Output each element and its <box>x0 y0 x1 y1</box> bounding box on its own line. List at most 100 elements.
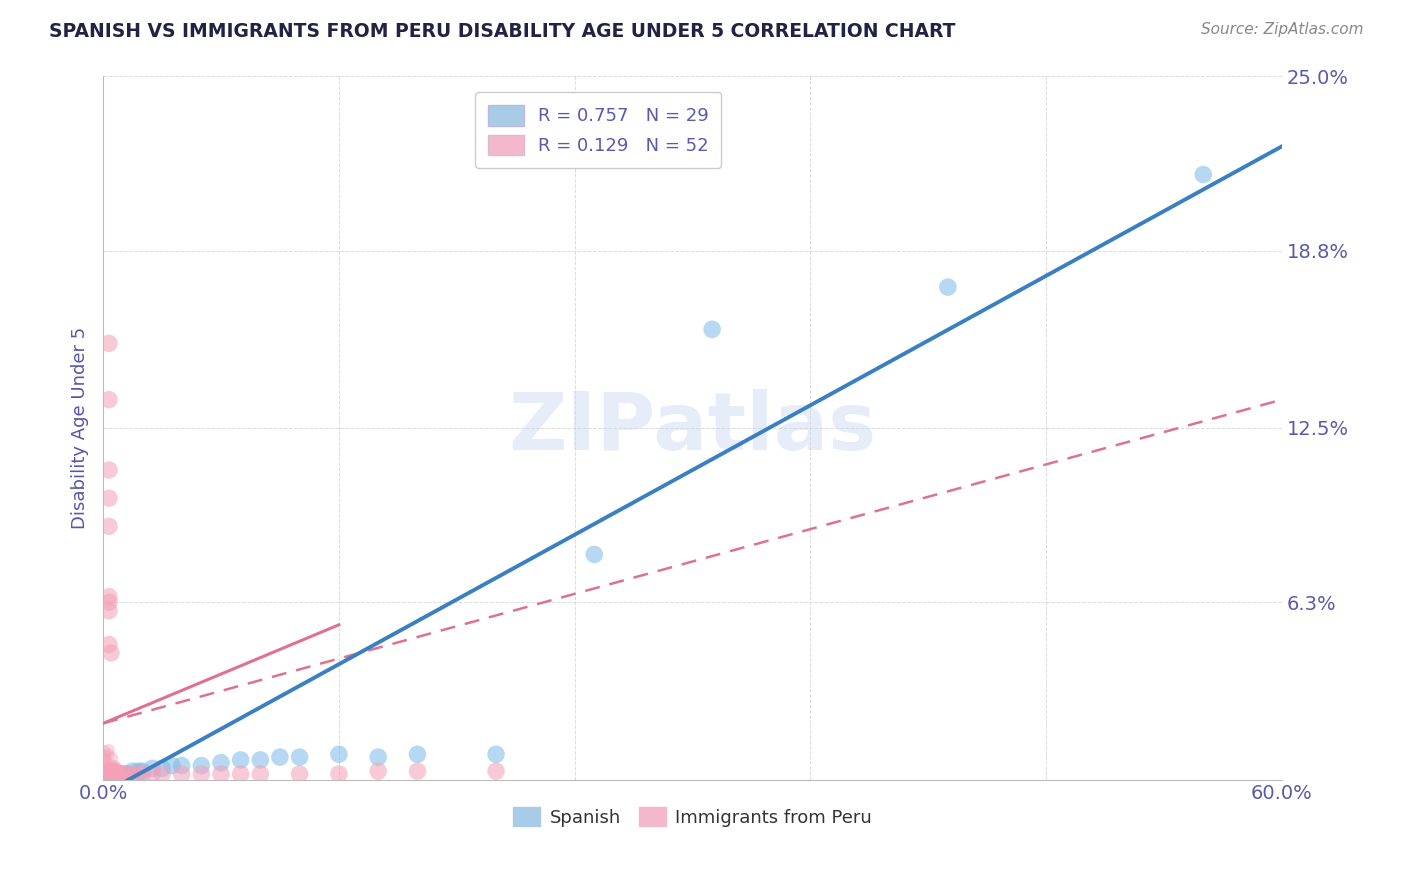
Point <box>209 756 232 770</box>
Point <box>131 764 153 779</box>
Point <box>110 771 132 785</box>
Point <box>97 772 120 787</box>
Point <box>103 772 125 787</box>
Point <box>101 751 124 765</box>
Point <box>367 764 389 779</box>
Point <box>98 491 121 505</box>
Point <box>108 767 131 781</box>
Point <box>96 766 118 780</box>
Point <box>170 767 193 781</box>
Point <box>170 758 193 772</box>
Point <box>96 764 118 779</box>
Point <box>249 753 271 767</box>
Point <box>288 750 311 764</box>
Point <box>111 767 134 781</box>
Point <box>108 767 131 781</box>
Point <box>96 767 118 781</box>
Point <box>583 548 606 562</box>
Legend: Spanish, Immigrants from Peru: Spanish, Immigrants from Peru <box>506 800 879 834</box>
Point <box>121 764 143 779</box>
Point <box>94 769 117 783</box>
Point <box>100 768 122 782</box>
Point <box>96 771 118 785</box>
Point <box>93 769 115 783</box>
Point <box>141 767 163 781</box>
Point <box>98 336 121 351</box>
Point <box>700 322 723 336</box>
Point <box>121 770 143 784</box>
Point <box>94 770 117 784</box>
Point <box>100 767 122 781</box>
Point <box>150 761 173 775</box>
Point <box>160 758 183 772</box>
Point <box>105 767 128 781</box>
Text: ZIPatlas: ZIPatlas <box>509 389 876 467</box>
Point <box>98 392 121 407</box>
Point <box>328 747 350 762</box>
Point <box>101 764 124 779</box>
Point <box>104 770 127 784</box>
Point <box>98 770 121 784</box>
Point <box>141 761 163 775</box>
Point <box>94 770 117 784</box>
Point <box>127 764 149 779</box>
Point <box>110 770 132 784</box>
Point <box>115 770 138 784</box>
Point <box>94 754 117 768</box>
Point <box>98 604 121 618</box>
Point <box>108 770 131 784</box>
Point <box>111 767 134 781</box>
Point <box>93 772 115 786</box>
Point <box>93 758 115 772</box>
Point <box>406 764 429 779</box>
Point <box>98 764 121 779</box>
Point <box>98 770 121 784</box>
Point <box>101 770 124 784</box>
Point <box>104 767 127 781</box>
Point <box>105 770 128 784</box>
Point <box>1192 168 1215 182</box>
Point <box>150 767 173 781</box>
Point <box>94 764 117 779</box>
Point <box>94 748 117 763</box>
Point <box>97 747 120 762</box>
Point <box>190 758 212 772</box>
Point <box>105 770 128 784</box>
Point <box>229 753 252 767</box>
Point <box>100 772 122 786</box>
Point <box>131 767 153 781</box>
Point <box>104 772 127 786</box>
Point <box>406 747 429 762</box>
Point <box>96 770 118 784</box>
Point <box>101 767 124 781</box>
Point <box>96 770 118 784</box>
Point <box>96 766 118 780</box>
Point <box>97 763 120 777</box>
Point <box>269 750 291 764</box>
Text: SPANISH VS IMMIGRANTS FROM PERU DISABILITY AGE UNDER 5 CORRELATION CHART: SPANISH VS IMMIGRANTS FROM PERU DISABILI… <box>49 22 956 41</box>
Point <box>98 595 121 609</box>
Point <box>110 770 132 784</box>
Point <box>190 767 212 781</box>
Point <box>209 767 232 781</box>
Point <box>118 767 141 781</box>
Point <box>249 767 271 781</box>
Point <box>127 767 149 781</box>
Point <box>104 767 127 781</box>
Point <box>93 760 115 774</box>
Point <box>93 744 115 758</box>
Point <box>485 747 508 762</box>
Point <box>93 764 115 778</box>
Point <box>98 463 121 477</box>
Point <box>115 767 138 781</box>
Point <box>93 752 115 766</box>
Point <box>112 767 135 781</box>
Point <box>100 764 122 779</box>
Point <box>98 519 121 533</box>
Point <box>111 770 134 784</box>
Point <box>104 764 127 779</box>
Point <box>936 280 959 294</box>
Point <box>93 770 115 784</box>
Point <box>94 771 117 785</box>
Point <box>91 772 114 786</box>
